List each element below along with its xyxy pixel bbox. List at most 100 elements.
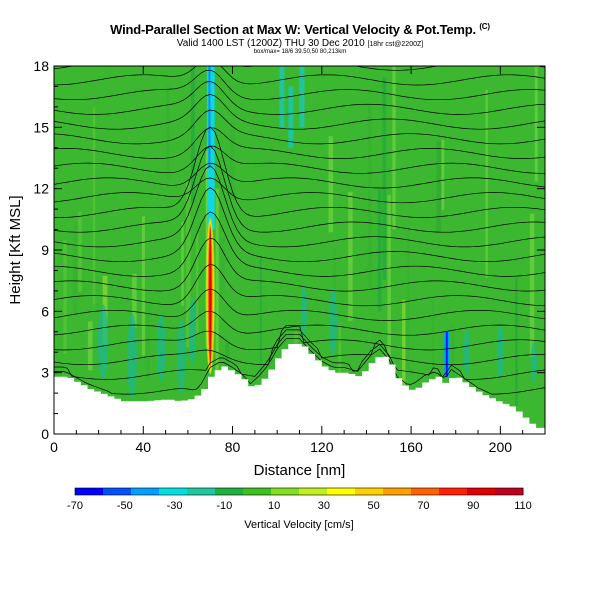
x-tick-label: 120	[310, 439, 334, 455]
field-streak	[515, 277, 518, 407]
colorbar-swatch	[355, 488, 384, 495]
chart-box-info: box/max= 18/6 39.50,50 80,213km	[253, 49, 347, 55]
negative-velocity-pocket	[127, 313, 137, 399]
theta-contour	[54, 165, 545, 248]
theta-contour	[54, 333, 545, 380]
field-streak	[191, 66, 195, 203]
colorbar-swatch	[411, 488, 440, 495]
field-streak	[431, 300, 434, 405]
downdraft-core	[445, 331, 448, 377]
theta-contour	[54, 177, 545, 204]
negative-velocity-pocket	[463, 328, 471, 377]
field-streak	[63, 240, 67, 354]
colorbar-swatch	[439, 488, 468, 495]
colorbar-swatch	[467, 488, 496, 495]
colorbar-tick-label: 70	[417, 500, 429, 512]
y-tick-label: 0	[41, 426, 49, 442]
y-tick-label: 18	[33, 58, 49, 74]
axes: 0 40 80 120 160 200 0 3 6 9 12 15 18 Distance [nm] Hei…	[7, 58, 546, 479]
colorbar-swatch	[327, 488, 356, 495]
negative-velocity-pocket	[328, 287, 337, 356]
colorbar-tick-label: -10	[216, 500, 232, 512]
y-tick-label: 9	[41, 242, 49, 258]
y-tick-label: 6	[41, 303, 49, 319]
field-streak	[451, 325, 455, 393]
colorbar-swatch	[299, 488, 328, 495]
colorbar-tick-label: -30	[167, 500, 183, 512]
theta-contour	[54, 162, 545, 189]
field-streak	[146, 302, 150, 381]
velocity-field	[54, 66, 545, 434]
colorbar-tick-label: 10	[268, 500, 280, 512]
field-streak	[382, 77, 387, 280]
negative-velocity-pocket	[188, 297, 196, 366]
theta-contour	[54, 145, 545, 174]
field-streak	[441, 139, 445, 210]
field-streak	[92, 107, 96, 305]
colorbar-swatch	[75, 488, 104, 495]
theta-contour	[54, 81, 545, 115]
field-streak	[166, 85, 170, 180]
field-streak	[338, 325, 342, 397]
theta-contour	[54, 263, 545, 307]
colorbar-tick-label: -70	[67, 500, 83, 512]
chart-subtitle: Valid 1400 LST (1200Z) THU 30 Dec 2010 […	[0, 38, 600, 49]
negative-velocity-pocket	[530, 342, 538, 383]
colorbar-tick-label: 90	[467, 500, 479, 512]
colorbar-swatch	[103, 488, 132, 495]
field-streak	[195, 234, 199, 335]
y-axis-label: Height [Kft MSL]	[7, 195, 24, 304]
field-streak	[402, 299, 406, 401]
y-tick-label: 12	[33, 181, 49, 197]
field-streak	[87, 321, 93, 371]
theta-contour	[54, 30, 545, 55]
colorbar-tick-label: 110	[514, 500, 532, 512]
x-tick-label: 80	[225, 439, 241, 455]
chart-title-text: Wind-Parallel Section at Max W: Vertical…	[110, 22, 476, 37]
colorbar-swatch	[495, 488, 524, 495]
cyan-patch	[299, 66, 305, 128]
field-streak	[230, 121, 235, 201]
field-streak	[367, 102, 372, 292]
theta-contour	[54, 288, 545, 321]
theta-contour	[54, 126, 545, 218]
x-axis-label: Distance [nm]	[254, 462, 346, 479]
colorbar-swatch	[187, 488, 216, 495]
colorbar: -70 -50 -30 -10 10 30 50 70 90 110 Vertical Veloci…	[67, 487, 532, 531]
x-tick-label: 200	[489, 439, 513, 455]
theta-contour	[54, 127, 545, 159]
field-streak	[259, 256, 262, 378]
field-streak	[392, 66, 396, 230]
colorbar-tick-label: 30	[318, 500, 330, 512]
field-streak	[215, 188, 219, 392]
field-streak	[141, 216, 145, 356]
copyright-mark: (C)	[479, 22, 490, 31]
colorbar-tick-label: 50	[368, 500, 380, 512]
field-streak	[220, 237, 225, 299]
colorbar-label: Vertical Velocity [cm/s]	[244, 519, 353, 531]
y-tick-label: 3	[41, 365, 49, 381]
field-streak	[186, 180, 191, 348]
colorbar-swatch	[243, 488, 272, 495]
theta-contour	[54, 109, 545, 145]
negative-velocity-pocket	[177, 318, 186, 394]
theta-contour	[54, 237, 545, 292]
colorbar-frame	[74, 487, 524, 496]
cyan-column	[206, 66, 215, 230]
colorbar-swatch	[159, 488, 188, 495]
field-streak	[328, 136, 334, 233]
colorbar-swatch	[383, 488, 412, 495]
cyan-patch	[288, 86, 294, 148]
field-streak	[534, 66, 538, 182]
colorbar-swatch	[215, 488, 244, 495]
field-streak	[377, 189, 382, 312]
blue-core	[208, 66, 211, 169]
colorbar-swatch	[131, 488, 160, 495]
theta-contour	[54, 145, 545, 233]
x-tick-label: 160	[399, 439, 423, 455]
y-tick-label: 15	[33, 119, 49, 135]
field-streak	[78, 211, 82, 292]
cyan-patch	[279, 66, 285, 128]
potential-temperature-contours	[54, 30, 545, 395]
